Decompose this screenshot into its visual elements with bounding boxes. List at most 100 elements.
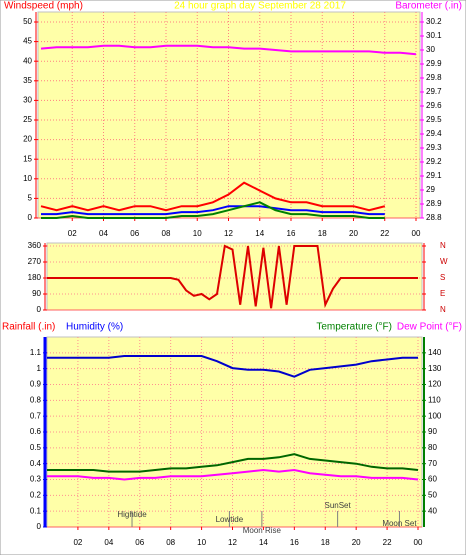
x-tick-label: 08 — [166, 538, 175, 547]
y2-tick-label: 30.2 — [426, 17, 442, 26]
x-tick-label: 00 — [412, 229, 421, 238]
y2-tick-label: W — [440, 257, 448, 266]
x-tick-label: 06 — [135, 538, 144, 547]
y-tick-label: 180 — [28, 273, 42, 282]
y2-tick-label: E — [440, 289, 445, 298]
y-tick-label: 0.7 — [30, 411, 42, 420]
x-tick-label: 14 — [259, 538, 268, 547]
y2-tick-label: N — [440, 305, 446, 314]
annotation: Moon Rise — [243, 526, 282, 535]
header-label: Dew Point (°F) — [397, 322, 462, 333]
y2-tick-label: 29.6 — [426, 101, 442, 110]
x-tick-label: 12 — [228, 538, 237, 547]
series-line — [40, 181, 386, 212]
series-line — [47, 468, 419, 481]
y-tick-label: 0 — [28, 213, 33, 222]
x-tick-label: 18 — [318, 229, 327, 238]
y-tick-label: 10 — [23, 174, 32, 183]
y2-tick-label: 29.8 — [426, 73, 442, 82]
y2-tick-label: 60 — [428, 475, 437, 484]
y-tick-label: 0 — [37, 305, 42, 314]
y-tick-label: 15 — [23, 154, 32, 163]
y-tick-label: 20 — [23, 135, 32, 144]
annotation: Lowtide — [216, 515, 244, 524]
x-tick-label: 22 — [380, 229, 389, 238]
y-tick-label: 40 — [23, 56, 32, 65]
y-tick-label: 0.3 — [30, 475, 42, 484]
series-line — [47, 244, 418, 309]
header-label: Temperature (°F) — [316, 322, 392, 333]
y-tick-label: 1 — [37, 364, 42, 373]
x-tick-label: 04 — [99, 229, 108, 238]
y-tick-label: 5 — [28, 194, 33, 203]
y2-tick-label: 80 — [428, 443, 437, 452]
y2-tick-label: 29.9 — [426, 59, 442, 68]
series-line — [47, 453, 419, 473]
y-tick-label: 0.9 — [30, 380, 42, 389]
annotation: Moon Set — [382, 519, 417, 528]
y2-tick-label: N — [440, 241, 446, 250]
y-tick-label: 0.5 — [30, 443, 42, 452]
y2-tick-label: 29 — [426, 185, 435, 194]
plot-area — [46, 242, 423, 311]
x-tick-label: 16 — [287, 229, 296, 238]
x-tick-label: 14 — [255, 229, 264, 238]
series-line — [40, 44, 417, 56]
x-tick-label: 04 — [104, 538, 113, 547]
series-line — [41, 201, 385, 219]
y-tick-label: 270 — [28, 257, 42, 266]
y2-tick-label: 29.4 — [426, 129, 442, 138]
x-tick-label: 20 — [349, 229, 358, 238]
y2-tick-label: 29.2 — [426, 157, 442, 166]
header-label: 24 hour graph day September 28 2017 — [174, 1, 346, 12]
header-label: Rainfall (.in) — [2, 322, 55, 333]
y-tick-label: 90 — [32, 289, 41, 298]
y-tick-label: 0.6 — [30, 427, 42, 436]
series-line — [47, 355, 418, 378]
y2-tick-label: 110 — [428, 395, 441, 404]
x-tick-label: 16 — [290, 538, 299, 547]
y2-tick-label: 29.5 — [426, 115, 442, 124]
annotation: SunSet — [324, 501, 351, 510]
y2-tick-label: 140 — [428, 348, 442, 357]
y2-tick-label: 70 — [428, 459, 437, 468]
x-tick-label: 02 — [68, 229, 77, 238]
y-tick-label: 360 — [28, 241, 42, 250]
y-tick-label: 25 — [23, 115, 32, 124]
y-tick-label: 0 — [37, 522, 42, 531]
y2-tick-label: 120 — [428, 380, 442, 389]
x-tick-label: 18 — [321, 538, 330, 547]
y2-tick-label: 90 — [428, 427, 437, 436]
x-tick-label: 10 — [193, 229, 202, 238]
y2-tick-label: 29.1 — [426, 171, 442, 180]
header-label: Humidity (%) — [66, 322, 123, 333]
y-tick-label: 0.8 — [30, 395, 42, 404]
y-tick-label: 0.4 — [30, 459, 42, 468]
x-tick-label: 10 — [197, 538, 206, 547]
y2-tick-label: 28.9 — [426, 199, 442, 208]
header-label: Barometer (.in) — [395, 1, 462, 12]
x-tick-label: 02 — [73, 538, 82, 547]
y-tick-label: 0.2 — [30, 490, 42, 499]
y2-tick-label: 100 — [428, 411, 442, 420]
y2-tick-label: 29.7 — [426, 87, 442, 96]
y-tick-label: 30 — [23, 96, 32, 105]
series-line — [41, 205, 385, 216]
x-tick-label: 12 — [224, 229, 233, 238]
header-label: Windspeed (mph) — [4, 1, 83, 12]
x-tick-label: 08 — [162, 229, 171, 238]
y-tick-label: 0.1 — [30, 506, 42, 515]
y2-tick-label: 28.8 — [426, 213, 442, 222]
y2-tick-label: 40 — [428, 506, 437, 515]
y2-tick-label: 50 — [428, 490, 437, 499]
y-tick-label: 1.1 — [30, 348, 42, 357]
y2-tick-label: 30 — [426, 45, 435, 54]
y-tick-label: 45 — [23, 37, 32, 46]
y2-tick-label: 29.3 — [426, 143, 442, 152]
y-tick-label: 50 — [23, 17, 32, 26]
annotation: Hightide — [117, 510, 147, 519]
x-tick-label: 20 — [352, 538, 361, 547]
x-tick-label: 22 — [383, 538, 392, 547]
x-tick-label: 00 — [414, 538, 423, 547]
